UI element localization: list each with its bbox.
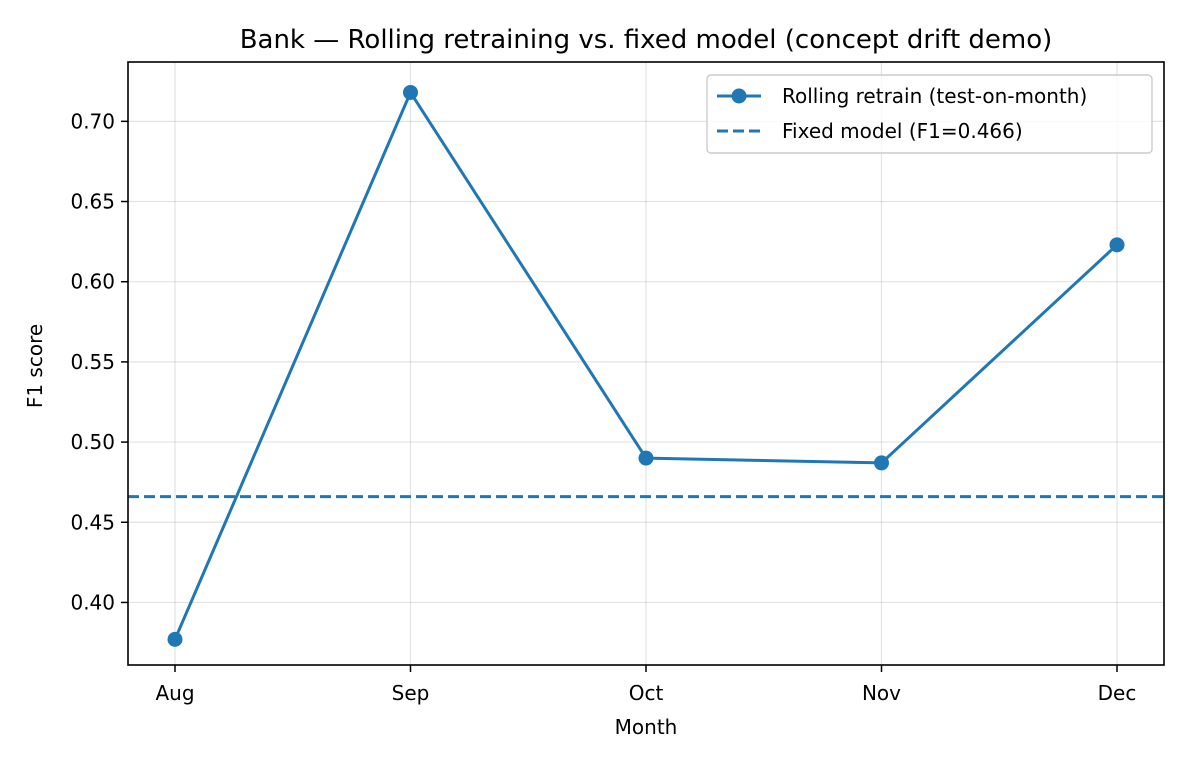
series — [167, 84, 1125, 647]
y-tick-label: 0.45 — [70, 510, 115, 534]
legend-label-fixed: Fixed model (F1=0.466) — [782, 119, 1023, 143]
y-tick-label: 0.60 — [70, 270, 115, 294]
data-point-dec — [1109, 237, 1125, 253]
legend-label-rolling: Rolling retrain (test-on-month) — [782, 84, 1087, 108]
x-tick-label: Nov — [862, 681, 901, 705]
legend: Rolling retrain (test-on-month) Fixed mo… — [706, 74, 1153, 154]
x-tick-label: Dec — [1098, 681, 1137, 705]
chart-title: Bank — Rolling retraining vs. fixed mode… — [240, 25, 1053, 55]
x-tick-label: Aug — [155, 681, 194, 705]
legend-marker-rolling — [731, 88, 747, 104]
y-axis-label: F1 score — [23, 324, 47, 408]
x-axis-ticks: Aug Sep Oct Nov Dec — [155, 665, 1136, 705]
y-tick-label: 0.55 — [70, 350, 115, 374]
data-point-nov — [874, 455, 889, 471]
y-tick-label: 0.50 — [70, 430, 115, 454]
data-point-aug — [167, 631, 183, 647]
y-tick-label: 0.65 — [70, 190, 115, 214]
data-point-oct — [638, 450, 654, 466]
legend-box — [706, 74, 1153, 154]
x-tick-label: Sep — [392, 681, 430, 705]
y-axis-ticks: 0.40 0.45 0.50 0.55 0.60 0.65 0.70 — [70, 109, 128, 614]
x-tick-label: Oct — [629, 681, 664, 705]
y-tick-label: 0.70 — [70, 109, 115, 133]
y-tick-label: 0.40 — [70, 590, 115, 614]
grid — [128, 62, 1164, 665]
data-point-sep — [403, 84, 418, 100]
x-axis-label: Month — [615, 715, 678, 739]
